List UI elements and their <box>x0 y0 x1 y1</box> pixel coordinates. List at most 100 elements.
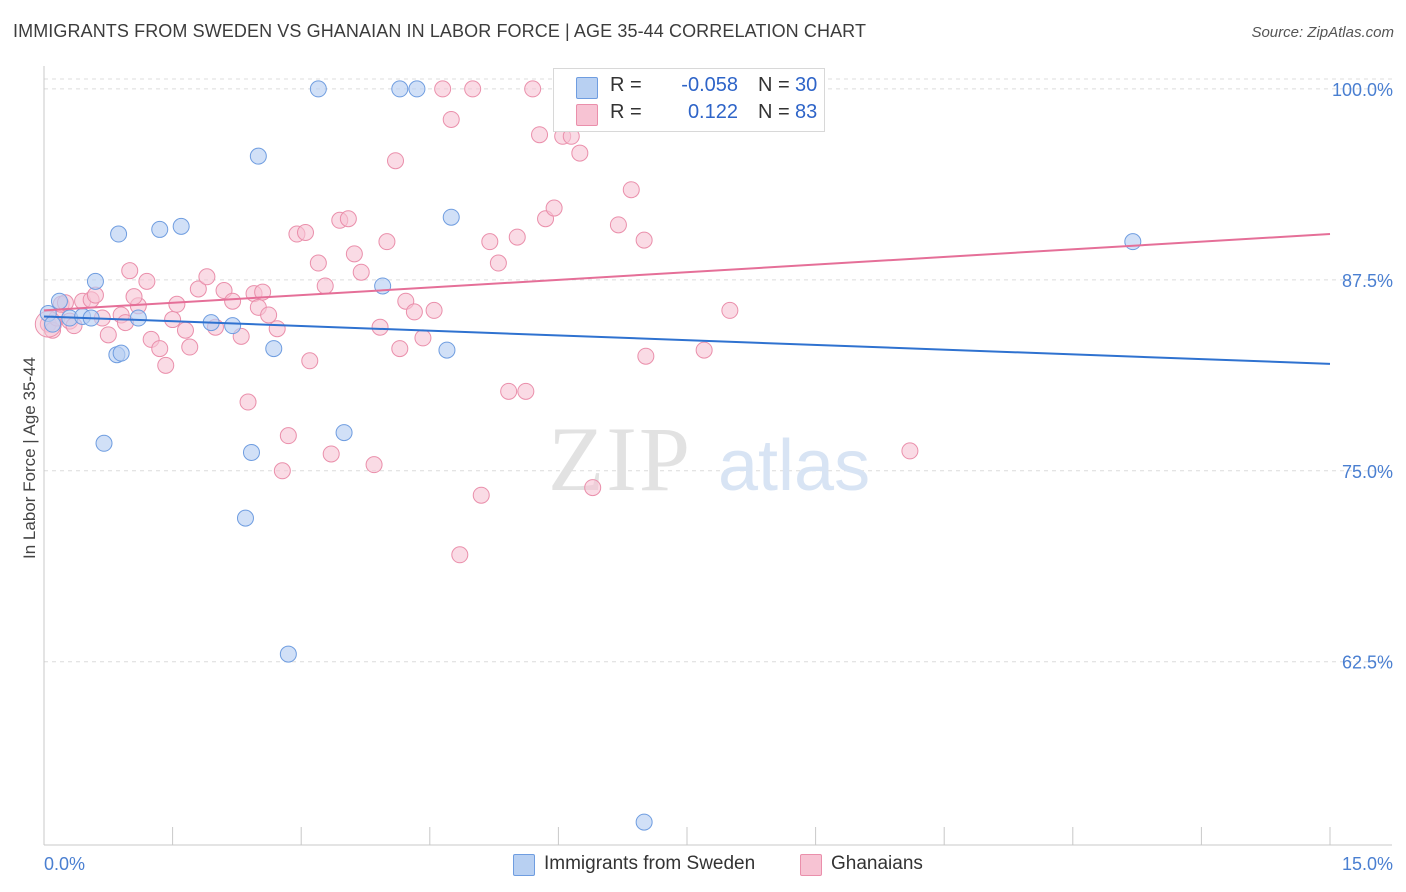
ghanaians-point <box>464 80 482 98</box>
ghanaians-point <box>279 427 297 445</box>
ghanaians-point <box>176 321 194 339</box>
ghanaians-point <box>168 295 186 313</box>
sweden-point <box>242 443 260 461</box>
sweden-point <box>391 80 409 98</box>
legend-swatch-ghana <box>576 104 598 126</box>
sweden-point <box>408 80 426 98</box>
ghanaians-point <box>584 479 602 497</box>
ghanaians-point <box>121 262 139 280</box>
sweden-point <box>309 80 327 98</box>
ghanaians-point <box>695 341 713 359</box>
y-axis-label: In Labor Force | Age 35-44 <box>20 357 39 559</box>
ghanaians-point <box>316 277 334 295</box>
ghanaians-point <box>301 352 319 370</box>
ghanaians-point <box>157 356 175 374</box>
ghanaians-point <box>365 456 383 474</box>
ghanaians-point <box>198 268 216 286</box>
sweden-point <box>1124 233 1142 251</box>
ghanaians-point <box>345 245 363 263</box>
ghanaians-point <box>571 144 589 162</box>
ghanaians-point <box>425 301 443 319</box>
legend-r-value: -0.058 <box>681 74 738 96</box>
ghanaians-point <box>309 254 327 272</box>
ghanaians-point <box>442 110 460 128</box>
ghanaians-point <box>268 320 286 338</box>
sweden-point <box>112 344 130 362</box>
ghanaians-point <box>635 231 653 249</box>
sweden-point <box>635 813 653 831</box>
sweden-point <box>442 208 460 226</box>
ghanaians-point <box>414 329 432 347</box>
legend-n-label: N = <box>758 101 790 123</box>
ghanaians-point <box>531 126 549 144</box>
ghanaians-point <box>164 311 182 329</box>
ghanaians-point <box>637 347 655 365</box>
ghanaians-point <box>517 382 535 400</box>
sweden-point <box>44 315 62 333</box>
y-tick-label: 87.5% <box>1342 271 1393 291</box>
stats-legend: R = -0.058 N = 30 R = 0.122 N = 83 <box>553 68 825 132</box>
bottom-legend-swatch-sweden <box>513 854 535 876</box>
ghanaians-point <box>434 80 452 98</box>
sweden-point <box>224 317 242 335</box>
ghanaians-point <box>371 318 389 336</box>
sweden-point <box>335 424 353 442</box>
ghanaians-point <box>189 280 207 298</box>
ghanaians-point <box>273 462 291 480</box>
sweden-point <box>172 217 190 235</box>
watermark-atlas: atlas <box>718 426 870 506</box>
ghanaians-point <box>387 152 405 170</box>
ghanaians-point <box>508 228 526 246</box>
sweden-point <box>279 645 297 663</box>
legend-n-value: 30 <box>795 74 818 96</box>
ghanaians-point <box>481 233 499 251</box>
source-label: Source: ZipAtlas.com <box>1251 24 1394 41</box>
ghanaians-point <box>151 340 169 358</box>
sweden-point <box>249 147 267 165</box>
legend-r-label: R = <box>610 74 642 96</box>
ghanaians-point <box>138 272 156 290</box>
bottom-legend-label-ghana: Ghanaians <box>831 853 923 874</box>
x-tick-label: 0.0% <box>44 854 85 874</box>
sweden-point <box>110 225 128 243</box>
sweden-point <box>438 341 456 359</box>
sweden-point <box>151 220 169 238</box>
sweden-point <box>86 272 104 290</box>
bottom-legend-swatch-ghana <box>800 854 822 876</box>
ghanaians-point <box>524 80 542 98</box>
ghanaians-point <box>622 181 640 199</box>
sweden-point <box>129 309 147 327</box>
ghanaians-trend-line <box>43 233 1331 312</box>
ghanaians-point <box>254 283 272 301</box>
ghanaians-point <box>405 303 423 321</box>
ghanaians-point <box>352 263 370 281</box>
ghanaians-point <box>322 445 340 463</box>
trend-lines <box>43 233 1331 365</box>
sweden-point <box>236 509 254 527</box>
legend-n-value: 83 <box>795 101 818 123</box>
legend-n-label: N = <box>758 74 790 96</box>
ghanaians-point <box>339 210 357 228</box>
x-tick-label: 15.0% <box>1342 854 1393 874</box>
ghanaians-point <box>901 442 919 460</box>
y-tick-label: 75.0% <box>1342 462 1393 482</box>
legend-swatch-sweden <box>576 77 598 99</box>
watermark: ZIP atlas <box>548 408 870 510</box>
ghanaians-point <box>125 288 143 306</box>
tick-labels: 100.0% 87.5% 75.0% 62.5% 0.0% 15.0% <box>44 80 1393 874</box>
sweden-point <box>50 292 68 310</box>
grid-lines <box>44 78 1392 663</box>
ghanaians-point <box>721 301 739 319</box>
ghanaians-point <box>391 340 409 358</box>
ghanaians-point <box>181 338 199 356</box>
ghanaians-point <box>451 546 469 564</box>
ghanaians-point <box>99 326 117 344</box>
ghanaians-point <box>609 216 627 234</box>
sweden-trend-line <box>43 315 1331 365</box>
legend-r-label: R = <box>610 101 642 123</box>
ghanaians-point <box>472 486 490 504</box>
ghanaians-point <box>545 199 563 217</box>
axes <box>43 66 1392 846</box>
chart-title: IMMIGRANTS FROM SWEDEN VS GHANAIAN IN LA… <box>13 21 867 41</box>
